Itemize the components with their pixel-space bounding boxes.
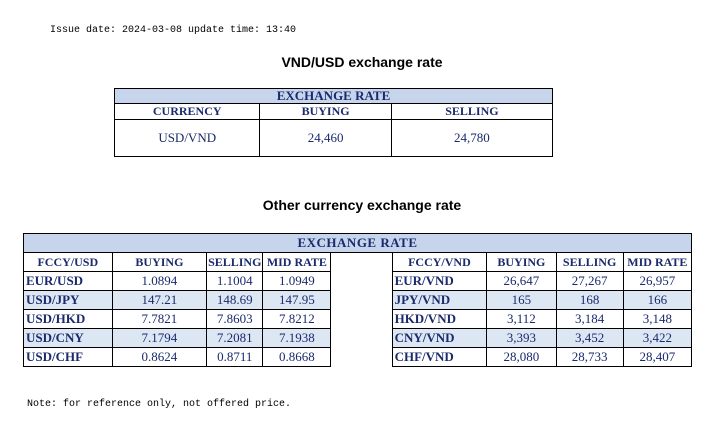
buying-cell: 1.0894 <box>111 271 208 291</box>
selling-cell: 3,452 <box>555 328 624 348</box>
col-header-fccy-vnd: FCCY/VND <box>391 252 488 272</box>
buying-cell: 7.1794 <box>111 328 208 348</box>
pair-cell: EUR/USD <box>23 271 113 291</box>
selling-cell: 148.69 <box>206 290 264 310</box>
buying-cell: 28,080 <box>486 347 557 367</box>
exchange-rate-band: EXCHANGE RATE <box>114 88 553 104</box>
buying-cell: 7.7821 <box>111 309 208 329</box>
mid-rate-cell: 28,407 <box>622 347 693 367</box>
selling-cell: 7.8603 <box>206 309 264 329</box>
pair-cell: HKD/VND <box>391 309 488 329</box>
selling-cell: 0.8711 <box>206 347 264 367</box>
table-row: USD/JPY 147.21 148.69 147.95 JPY/VND 165… <box>23 290 693 310</box>
col-header-selling: SELLING <box>206 252 264 272</box>
selling-cell: 28,733 <box>555 347 624 367</box>
currency-cell: USD/VND <box>113 119 261 157</box>
selling-cell: 24,780 <box>390 119 554 157</box>
table-row: USD/CHF 0.8624 0.8711 0.8668 CHF/VND 28,… <box>23 347 693 367</box>
other-currency-table: EXCHANGE RATE FCCY/USD BUYING SELLING MI… <box>23 233 693 367</box>
buying-cell: 26,647 <box>486 271 557 291</box>
exchange-rate-band: EXCHANGE RATE <box>23 233 692 253</box>
pair-cell: USD/CHF <box>23 347 113 367</box>
mid-rate-cell: 7.8212 <box>262 309 332 329</box>
buying-cell: 0.8624 <box>111 347 208 367</box>
mid-rate-cell: 0.8668 <box>262 347 332 367</box>
pair-cell: USD/JPY <box>23 290 113 310</box>
pair-cell: EUR/VND <box>391 271 488 291</box>
buying-cell: 147.21 <box>111 290 208 310</box>
pair-cell: CNY/VND <box>391 328 488 348</box>
buying-cell: 3,112 <box>486 309 557 329</box>
col-header-buying: BUYING <box>486 252 557 272</box>
reference-note: Note: for reference only, not offered pr… <box>27 399 292 410</box>
mid-rate-cell: 166 <box>622 290 693 310</box>
buying-cell: 24,460 <box>259 119 392 157</box>
selling-cell: 168 <box>555 290 624 310</box>
col-header-currency: CURRENCY <box>113 103 261 120</box>
buying-cell: 3,393 <box>486 328 557 348</box>
selling-cell: 7.2081 <box>206 328 264 348</box>
pair-cell: JPY/VND <box>391 290 488 310</box>
column-separator <box>330 252 393 367</box>
selling-cell: 1.1004 <box>206 271 264 291</box>
col-header-buying: BUYING <box>259 103 392 120</box>
mid-rate-cell: 7.1938 <box>262 328 332 348</box>
table-row: USD/CNY 7.1794 7.2081 7.1938 CNY/VND 3,3… <box>23 328 693 348</box>
col-header-selling: SELLING <box>555 252 624 272</box>
pair-cell: CHF/VND <box>391 347 488 367</box>
selling-cell: 27,267 <box>555 271 624 291</box>
pair-cell: USD/HKD <box>23 309 113 329</box>
pair-cell: USD/CNY <box>23 328 113 348</box>
table-row: EUR/USD 1.0894 1.1004 1.0949 EUR/VND 26,… <box>23 271 693 291</box>
other-rate-heading: Other currency exchange rate <box>262 197 462 213</box>
mid-rate-cell: 3,148 <box>622 309 693 329</box>
usd-rate-heading: VND/USD exchange rate <box>281 54 443 70</box>
table-row: USD/HKD 7.7821 7.8603 7.8212 HKD/VND 3,1… <box>23 309 693 329</box>
selling-cell: 3,184 <box>555 309 624 329</box>
usd-vnd-table: EXCHANGE RATE CURRENCY BUYING SELLING US… <box>113 88 554 157</box>
mid-rate-cell: 3,422 <box>622 328 693 348</box>
mid-rate-cell: 26,957 <box>622 271 693 291</box>
mid-rate-cell: 147.95 <box>262 290 332 310</box>
col-header-buying: BUYING <box>111 252 208 272</box>
col-header-mid-rate: MID RATE <box>262 252 332 272</box>
mid-rate-cell: 1.0949 <box>262 271 332 291</box>
buying-cell: 165 <box>486 290 557 310</box>
col-header-fccy-usd: FCCY/USD <box>23 252 113 272</box>
col-header-selling: SELLING <box>390 103 554 120</box>
issue-date: Issue date: 2024-03-08 update time: 13:4… <box>50 25 297 36</box>
col-header-mid-rate: MID RATE <box>622 252 693 272</box>
